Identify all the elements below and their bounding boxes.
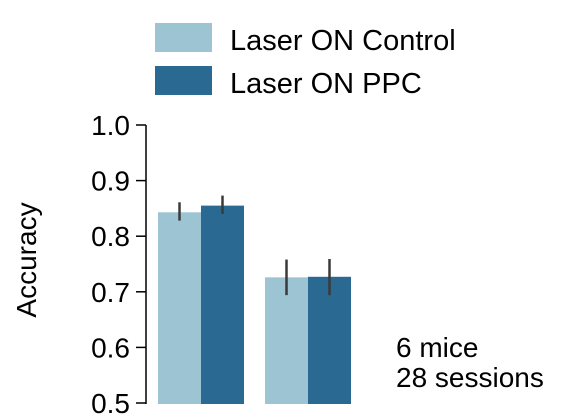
legend-swatch-laser-on-control [155,23,212,52]
bar-ppc-group-1 [201,205,244,404]
y-axis-label: Accuracy [11,202,42,317]
bar-ppc-group-2 [308,276,351,404]
bar-control-group-2 [265,277,308,404]
legend-swatch-laser-on-ppc [155,66,212,95]
bar-control-group-1 [158,212,201,404]
y-axis: 0.5 0.6 0.7 0.8 0.9 1.0 [91,110,147,416]
y-tick-label-2: 0.7 [91,277,130,308]
legend-label-laser-on-ppc: Laser ON PPC [230,68,422,100]
bars [158,195,351,404]
y-tick-label-4: 0.9 [91,166,130,197]
legend: Laser ON Control Laser ON PPC [155,23,456,100]
legend-label-laser-on-control: Laser ON Control [230,25,456,57]
y-tick-label-3: 0.8 [91,221,130,252]
annotation-sessions: 28 sessions [396,362,544,393]
annotation-mice: 6 mice [396,332,478,363]
y-tick-label-1: 0.6 [91,332,130,363]
y-tick-label-5: 1.0 [91,110,130,141]
y-tick-label-0: 0.5 [91,388,130,416]
